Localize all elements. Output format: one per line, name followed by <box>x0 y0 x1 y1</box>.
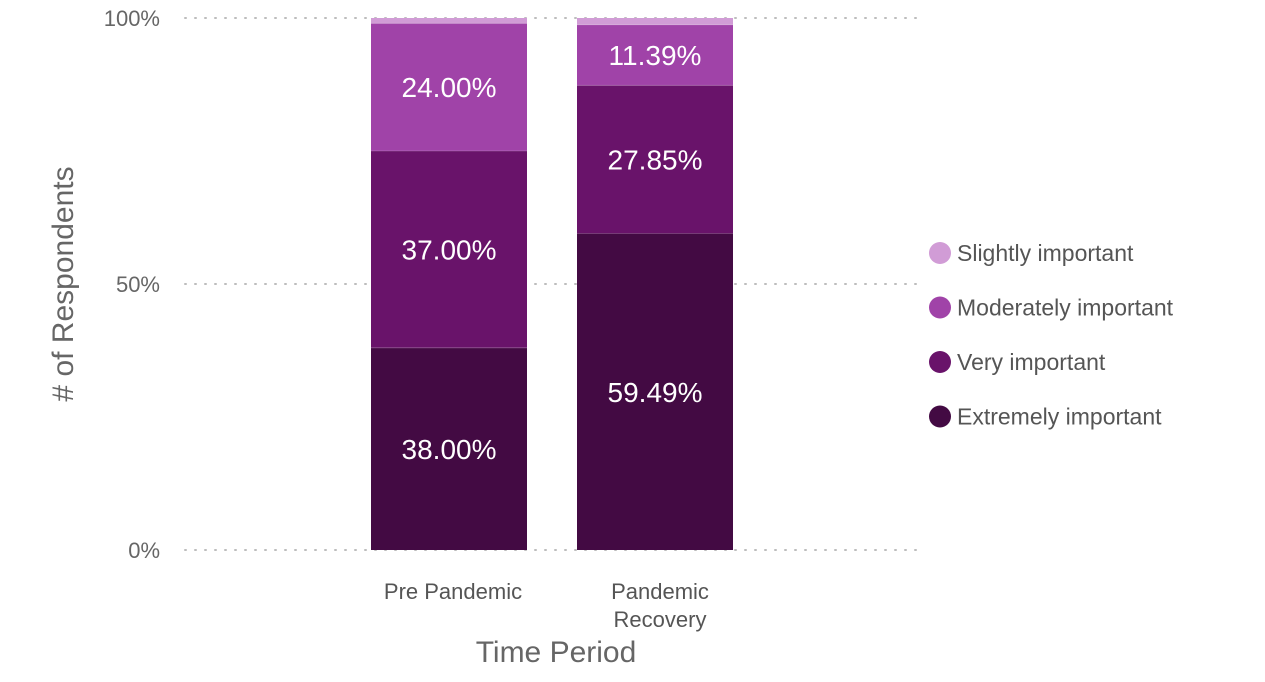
bar-segment <box>577 85 733 234</box>
x-category-label: Recovery <box>614 607 707 632</box>
bar-segment <box>577 24 733 86</box>
bars: 38.00% 37.00% 24.00% 59.49% 27.85% 11.39% <box>371 18 733 551</box>
bar-segment <box>577 233 733 551</box>
legend-label: Slightly important <box>957 240 1134 266</box>
x-axis-categories: Pre Pandemic Pandemic Recovery <box>384 579 709 632</box>
bar-segment <box>371 23 527 151</box>
data-label: 24.00% <box>402 72 497 103</box>
legend-item: Very important <box>929 349 1106 375</box>
data-label: 27.85% <box>608 144 703 175</box>
legend-item: Moderately important <box>929 295 1174 321</box>
legend-swatch <box>929 405 951 428</box>
legend-swatch <box>929 242 951 264</box>
legend-swatch <box>929 296 951 319</box>
y-tick-label: 0% <box>128 538 160 563</box>
x-category-label: Pandemic <box>611 579 709 604</box>
y-axis-ticks: 0% 50% 100% <box>104 6 160 563</box>
x-axis-title: Time Period <box>476 636 637 669</box>
y-tick-label: 100% <box>104 6 160 31</box>
bar-stack: 59.49% 27.85% 11.39% <box>577 18 733 551</box>
bar-segment <box>371 151 527 348</box>
legend-item: Slightly important <box>929 240 1134 266</box>
x-category-label: Pre Pandemic <box>384 579 522 604</box>
legend-label: Extremely important <box>957 404 1162 430</box>
y-axis-title: # of Respondents <box>47 166 80 401</box>
bar-segment <box>371 347 527 550</box>
y-tick-label: 50% <box>116 272 160 297</box>
gridlines <box>184 17 921 551</box>
legend-label: Very important <box>957 349 1106 375</box>
bar-stack: 38.00% 37.00% 24.00% <box>371 18 527 550</box>
legend: Slightly important Moderately important Ve… <box>929 240 1174 430</box>
legend-label: Moderately important <box>957 295 1174 321</box>
data-label: 37.00% <box>402 234 497 265</box>
data-label: 38.00% <box>402 434 497 465</box>
data-label: 11.39% <box>609 40 702 71</box>
legend-swatch <box>929 351 951 373</box>
bar-segment <box>371 18 527 24</box>
data-label: 59.49% <box>608 377 703 408</box>
bar-segment <box>577 18 733 25</box>
legend-item: Extremely important <box>929 404 1162 430</box>
